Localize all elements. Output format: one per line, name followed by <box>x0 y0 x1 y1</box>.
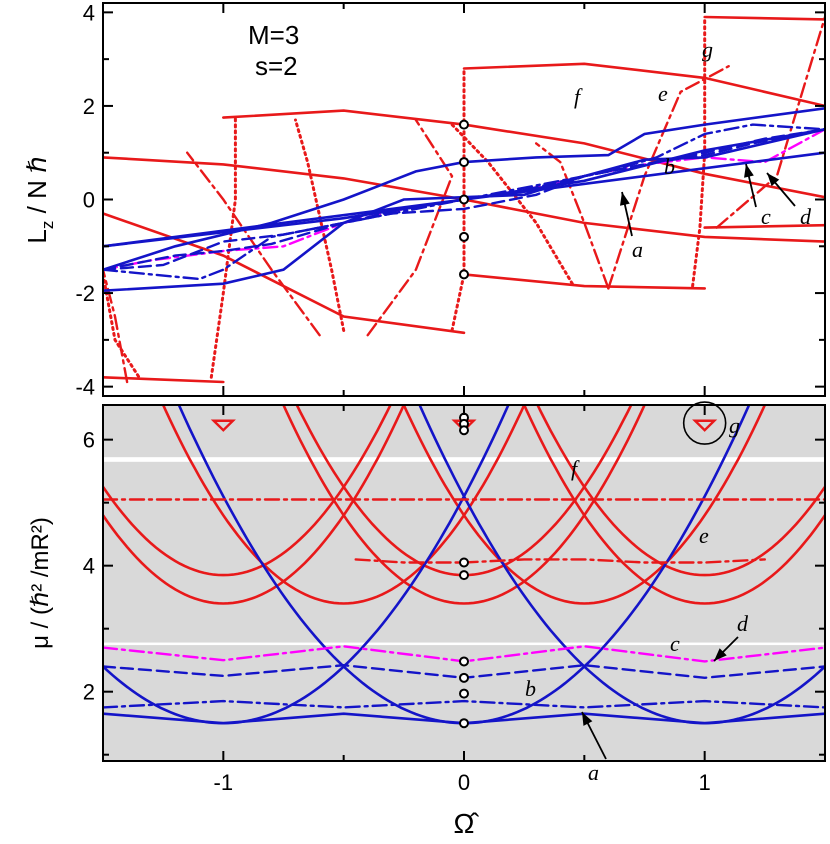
top-ylabel-sub: z <box>38 221 57 230</box>
bottom-ytick-label: 2 <box>83 680 95 705</box>
top-label-e: e <box>658 81 668 106</box>
bottom-circle-8 <box>459 718 469 729</box>
red-dd-5 <box>607 65 730 290</box>
xtick-label: -1 <box>214 770 234 795</box>
bottom-circle-6 <box>459 672 469 683</box>
red-par-low-4 <box>402 405 767 605</box>
bottom-label-d: d <box>737 611 749 636</box>
red-8 <box>703 223 825 229</box>
bottom-circle-7 <box>459 688 469 699</box>
top-ylabel-rest: / N ℏ <box>22 156 52 220</box>
red-dot-3 <box>294 118 346 332</box>
top-ytick-label: 4 <box>83 0 95 25</box>
bottom-label-e: e <box>699 523 709 548</box>
red-6 <box>103 376 225 384</box>
red-par-mid-2 <box>103 405 392 577</box>
top-circle-0 <box>459 119 469 130</box>
bottom-label-g: g <box>729 413 740 438</box>
red-dd-6 <box>715 15 825 229</box>
blue-dash-1 <box>103 128 825 271</box>
red-par-mid-1 <box>536 405 825 577</box>
g-tip-left <box>210 419 236 432</box>
top-label-a: a <box>632 237 643 262</box>
red-dd-4 <box>535 142 610 290</box>
e-curve <box>354 558 766 564</box>
bottom-circle-5 <box>459 656 469 667</box>
red-par-low-2 <box>522 405 825 605</box>
bottom-label-b: b <box>525 676 536 701</box>
top-circle-1 <box>459 157 469 168</box>
red-dd-1 <box>103 268 129 384</box>
arrow-d-bottom <box>713 636 739 662</box>
axis-ticks: -4 -2 0 2 4 2 4 6 -1 0 1 <box>75 0 826 795</box>
bottom-ylabel: μ / (ℏ² /mR²) <box>27 517 54 649</box>
top-ylabel-main: L <box>22 229 52 243</box>
bottom-series <box>103 405 825 729</box>
bottom-label-a: a <box>588 760 599 785</box>
b-curve <box>103 699 825 709</box>
branch-labels: a b c d e f g a b c d e f g <box>525 37 812 785</box>
red-3 <box>103 212 466 335</box>
red-dot-1 <box>103 272 141 379</box>
red-par-low-0 <box>282 405 646 605</box>
red-7 <box>703 15 825 21</box>
white-gap-1 <box>103 457 825 462</box>
bottom-label-f: f <box>571 456 580 481</box>
shaded-band-1 <box>103 461 825 643</box>
bottom-shaded-bands <box>103 405 825 761</box>
red-dot-2 <box>209 113 237 379</box>
white-gap-0 <box>103 642 825 646</box>
red-2 <box>222 109 825 199</box>
top-ytick-label: -2 <box>75 281 95 306</box>
top-label-g: g <box>702 37 713 62</box>
arrow-c-top <box>744 163 757 208</box>
red-5 <box>462 273 706 290</box>
top-label-b: b <box>664 154 675 179</box>
top-ylabel: Lz / N ℏ <box>22 156 57 243</box>
g-tip-right <box>692 419 718 432</box>
m-label: M=3 <box>248 20 299 50</box>
red-dot-6 <box>691 17 707 288</box>
g-highlight-circle <box>682 401 727 445</box>
arrow-a-bottom <box>581 711 607 760</box>
bottom-circle-2 <box>459 425 469 436</box>
top-label-f: f <box>574 84 583 109</box>
top-label-c: c <box>761 204 771 229</box>
top-ytick-label: 2 <box>83 94 95 119</box>
xtick-label: 1 <box>699 770 711 795</box>
arrow-a-top <box>620 191 633 237</box>
red-dd-2 <box>186 151 321 337</box>
arrow-d-top <box>766 172 796 207</box>
red-par-low-1 <box>103 405 406 605</box>
blue-lin-2 <box>103 128 825 248</box>
red-dot-5 <box>450 123 574 286</box>
top-circle-4 <box>459 269 469 280</box>
red-dd-3 <box>366 118 454 337</box>
bottom-ytick-label: 4 <box>83 554 95 579</box>
top-ytick-label: -4 <box>75 375 95 400</box>
top-series <box>103 15 825 384</box>
top-circle-2 <box>459 194 469 205</box>
bottom-circle-4 <box>459 570 469 581</box>
top-ytick-label: 0 <box>83 188 95 213</box>
s-label: s=2 <box>255 51 298 81</box>
x-axis-label: Ω̂ <box>454 808 480 839</box>
xtick-label: 0 <box>458 770 470 795</box>
bottom-circle-3 <box>459 557 469 568</box>
bottom-label-c: c <box>670 631 680 656</box>
red-4 <box>462 62 825 108</box>
bottom-ytick-label: 6 <box>83 428 95 453</box>
top-label-d: d <box>800 204 812 229</box>
top-circle-3 <box>459 231 469 242</box>
